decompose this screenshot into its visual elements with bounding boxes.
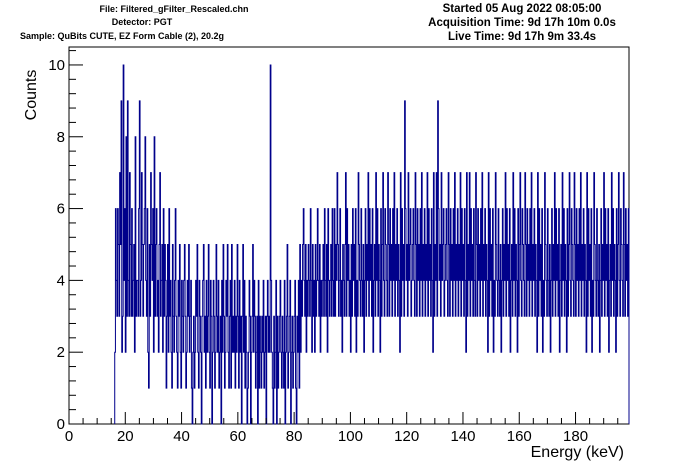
x-tick-label: 140 (450, 428, 475, 445)
x-tick-label: 60 (230, 428, 247, 445)
x-tick-label: 100 (338, 428, 363, 445)
sample-label: Sample: QuBits CUTE, EZ Form Cable (2), … (20, 31, 224, 41)
detector-label: Detector: PGT (112, 17, 173, 27)
x-tick-label: 0 (65, 428, 73, 445)
x-axis: 0 20 40 60 80 100 120 140 160 180 (65, 412, 619, 445)
y-tick-label: 6 (57, 201, 65, 218)
live-time-label: Live Time: 9d 17h 9m 33.4s (448, 31, 596, 43)
y-tick-label: 10 (48, 57, 65, 74)
x-tick-label: 120 (394, 428, 419, 445)
y-axis-title: Counts (23, 70, 40, 121)
x-tick-label: 40 (173, 428, 190, 445)
acquisition-time-label: Acquisition Time: 9d 17h 10m 0.0s (428, 17, 616, 29)
x-tick-label: 80 (286, 428, 303, 445)
file-label: File: Filtered_gFilter_Rescaled.chn (99, 4, 248, 14)
x-tick-label: 160 (507, 428, 532, 445)
x-tick-label: 180 (563, 428, 588, 445)
x-tick-label: 20 (117, 428, 134, 445)
x-axis-title: Energy (keV) (531, 444, 624, 461)
histogram-series (114, 64, 630, 425)
started-label: Started 05 Aug 2022 08:05:00 (443, 3, 602, 15)
y-tick-label: 4 (57, 272, 65, 289)
y-tick-label: 2 (57, 344, 65, 361)
y-axis: 0 2 4 6 8 10 (48, 50, 83, 433)
y-tick-label: 0 (57, 416, 65, 433)
y-tick-label: 8 (57, 129, 65, 146)
